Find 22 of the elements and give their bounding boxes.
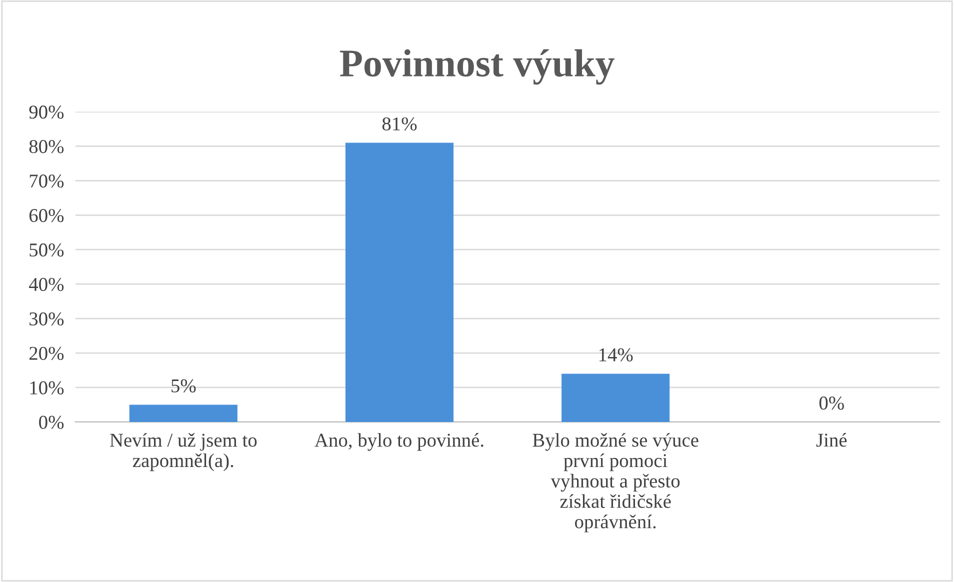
y-tick-label: 70%	[30, 174, 64, 188]
bar	[345, 142, 454, 422]
data-label: 14%	[599, 348, 633, 362]
y-tick-label: 0%	[39, 416, 64, 429]
y-tick-label: 90%	[29, 106, 64, 119]
x-tick-label: Bylo možné se výuce první pomoci vyhnout a přesto získat řidičské oprávnění.	[532, 433, 698, 532]
data-label: 5%	[172, 379, 196, 392]
y-tick-label: 10%	[30, 381, 64, 394]
data-label: 0%	[819, 396, 844, 410]
y-tick-label: 50%	[30, 243, 64, 257]
x-tick-label: Ano, bylo to povinné.	[314, 433, 484, 451]
y-tick-label: 30%	[30, 312, 64, 326]
y-tick-label: 40%	[28, 278, 64, 292]
x-tick-label: Jiné	[816, 433, 847, 447]
x-tick-label: Nevím / už jsem to zapomněl(a).	[110, 433, 257, 472]
y-tick-label: 80%	[29, 140, 64, 154]
y-tick-label: 60%	[29, 208, 64, 222]
y-tick-label: 20%	[29, 346, 64, 360]
chart-title: Povinnost výuky	[340, 49, 614, 85]
data-label: 81%	[382, 117, 417, 131]
bar	[562, 374, 670, 422]
bar	[129, 404, 238, 422]
